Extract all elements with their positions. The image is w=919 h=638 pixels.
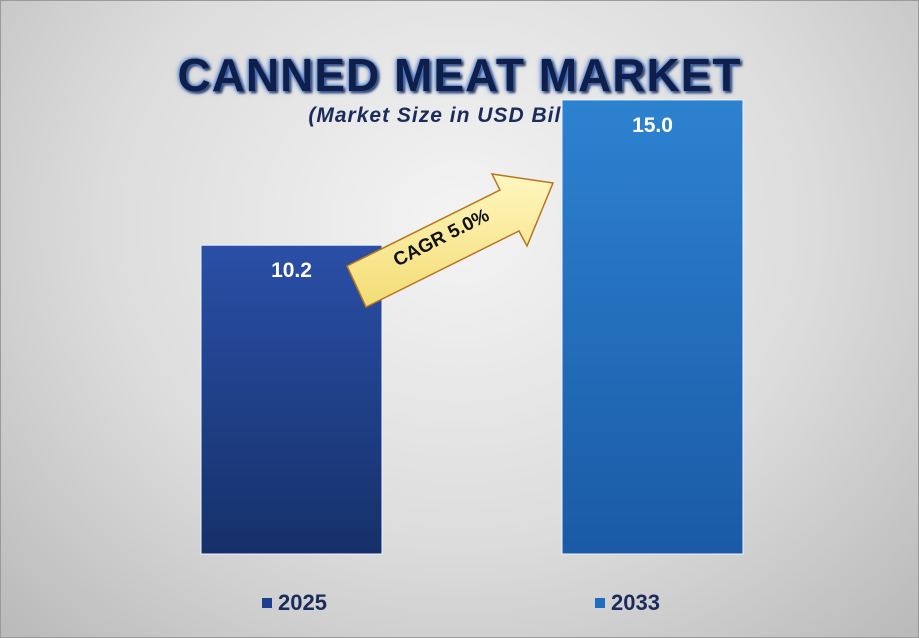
cagr-arrow: CAGR 5.0% [346, 173, 555, 309]
data-label-2033: 15.0 [632, 114, 673, 137]
legend-item-2025: 2025 [262, 590, 327, 616]
legend-swatch-2033 [595, 598, 605, 608]
legend-item-2033: 2033 [595, 590, 660, 616]
bar-2025 [200, 244, 383, 555]
chart-title: CANNED MEAT MARKET [177, 49, 742, 101]
chart-subtitle: (Market Size in USD Billion) [308, 104, 611, 127]
data-label-2025: 10.2 [271, 259, 312, 282]
bar-2033 [561, 99, 744, 555]
cagr-arrow-shape [346, 173, 555, 309]
legend-label-2025: 2025 [278, 590, 327, 615]
legend-label-2033: 2033 [611, 590, 660, 615]
legend-swatch-2025 [262, 598, 272, 608]
